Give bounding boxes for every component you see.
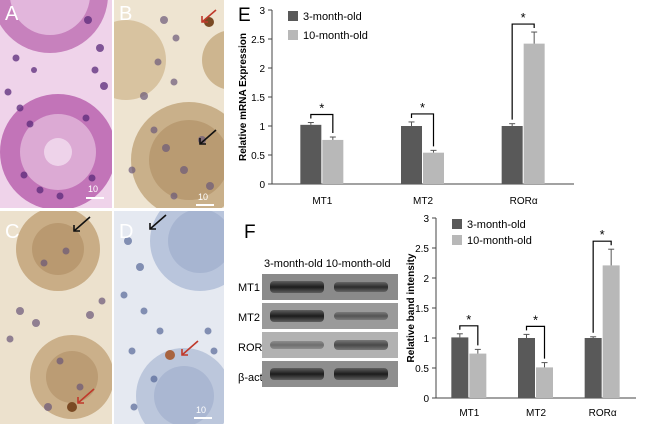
legend-swatch [452, 235, 462, 245]
y-tick-label: 1 [259, 122, 265, 133]
legend-swatch [288, 30, 298, 40]
band-intensity-bar-chart: 0 0.5 1 1.5 2 2.5 3 Relative band intensity MT1 *… [406, 214, 636, 419]
panel-b-scale-bar [196, 204, 214, 206]
y-tick-label: 2.5 [415, 244, 429, 255]
significance-bracket [525, 325, 546, 359]
mrna-bar-chart: 0 0.5 1 1.5 2 2.5 3 Relative mRNA Expression MT1… [238, 6, 574, 207]
legend-label: 3-month-old [303, 11, 362, 23]
arrow-red-icon [201, 9, 217, 23]
x-tick-label: MT2 [526, 408, 546, 419]
significance-star: * [600, 227, 605, 242]
panel-b-letter: B [119, 3, 133, 25]
bar-10-month-old-MT2 [423, 152, 444, 184]
x-tick-label: MT1 [312, 196, 332, 207]
bar-3-month-old-RORα [501, 126, 523, 184]
legend-label: 10-month-old [303, 30, 368, 42]
blot-label-mt1: MT1 [238, 282, 260, 294]
y-tick-label: 1.5 [251, 93, 265, 104]
bar-3-month-old-MT2 [518, 338, 535, 398]
significance-star: * [466, 312, 471, 327]
legend-label: 3-month-old [467, 219, 526, 231]
arrow-red-icon [77, 388, 95, 404]
blot-column-headers: 3-month-old 10-month-old [264, 258, 391, 270]
panel-e-letter: E [238, 5, 251, 26]
x-tick-label: RORα [510, 196, 538, 207]
y-tick-label: 0 [423, 394, 429, 405]
panel-a-micrograph: A 10 [0, 0, 112, 208]
y-tick-label: 3 [423, 214, 429, 225]
panel-d-scale-label: 10 [196, 405, 207, 415]
ihc-negative-image [114, 211, 224, 424]
blot-label-rora: RORα [238, 342, 269, 354]
y-tick-label: 0 [259, 180, 265, 191]
arrow-black-icon [73, 216, 91, 232]
panel-d-scale-bar [194, 417, 212, 419]
y-axis-label: Relative band intensity [406, 253, 417, 362]
legend-swatch [452, 219, 462, 229]
ihc-tissue-image-c [0, 211, 112, 424]
bar-10-month-old-RORα [602, 265, 620, 398]
y-tick-label: 3 [259, 6, 265, 17]
x-tick-label: RORα [589, 408, 617, 419]
panel-b-micrograph: B 10 [114, 0, 224, 208]
panel-a-scale-label: 10 [88, 184, 99, 194]
he-tissue-image [0, 0, 112, 208]
significance-star: * [533, 312, 538, 327]
bar-3-month-old-MT1 [451, 337, 469, 398]
y-tick-label: 0.5 [251, 151, 265, 162]
bar-10-month-old-MT1 [322, 139, 344, 184]
panel-d-letter: D [119, 221, 134, 243]
significance-star: * [319, 101, 324, 116]
y-tick-label: 1 [423, 334, 429, 345]
panel-f-letter: F [244, 222, 256, 243]
panel-b-scale-label: 10 [198, 192, 209, 202]
y-tick-label: 2 [259, 64, 265, 75]
x-tick-label: MT1 [459, 408, 479, 419]
x-tick-label: MT2 [413, 196, 433, 207]
panel-a-letter: A [5, 3, 19, 25]
significance-bracket [459, 325, 479, 346]
bar-3-month-old-MT2 [401, 126, 422, 184]
y-tick-label: 2 [423, 274, 429, 285]
significance-star: * [420, 100, 425, 115]
y-tick-label: 1.5 [415, 304, 429, 315]
y-tick-label: 0.5 [415, 364, 429, 375]
bar-3-month-old-MT1 [300, 124, 322, 184]
significance-bracket [511, 23, 535, 120]
panel-d-micrograph: D 10 [114, 211, 224, 424]
bar-3-month-old-RORα [584, 338, 602, 398]
significance-bracket [410, 113, 435, 147]
western-blot-image [262, 274, 398, 387]
arrow-black-icon [149, 214, 167, 230]
bar-10-month-old-MT2 [536, 367, 553, 398]
arrow-black-icon [199, 129, 217, 145]
legend-label: 10-month-old [467, 235, 532, 247]
significance-star: * [521, 10, 526, 25]
arrow-red-icon [181, 340, 199, 356]
y-tick-label: 2.5 [251, 35, 265, 46]
panel-c-letter: C [5, 221, 20, 243]
y-axis-label: Relative mRNA Expression [238, 33, 249, 161]
blot-label-mt2: MT2 [238, 312, 260, 324]
bar-10-month-old-RORα [523, 43, 545, 184]
legend-swatch [288, 11, 298, 21]
significance-bracket [310, 113, 334, 134]
significance-bracket [592, 240, 612, 333]
ihc-tissue-image [114, 0, 224, 208]
bar-10-month-old-MT1 [469, 353, 487, 398]
panel-a-scale-bar [86, 197, 104, 199]
panel-c-micrograph: C [0, 211, 112, 424]
